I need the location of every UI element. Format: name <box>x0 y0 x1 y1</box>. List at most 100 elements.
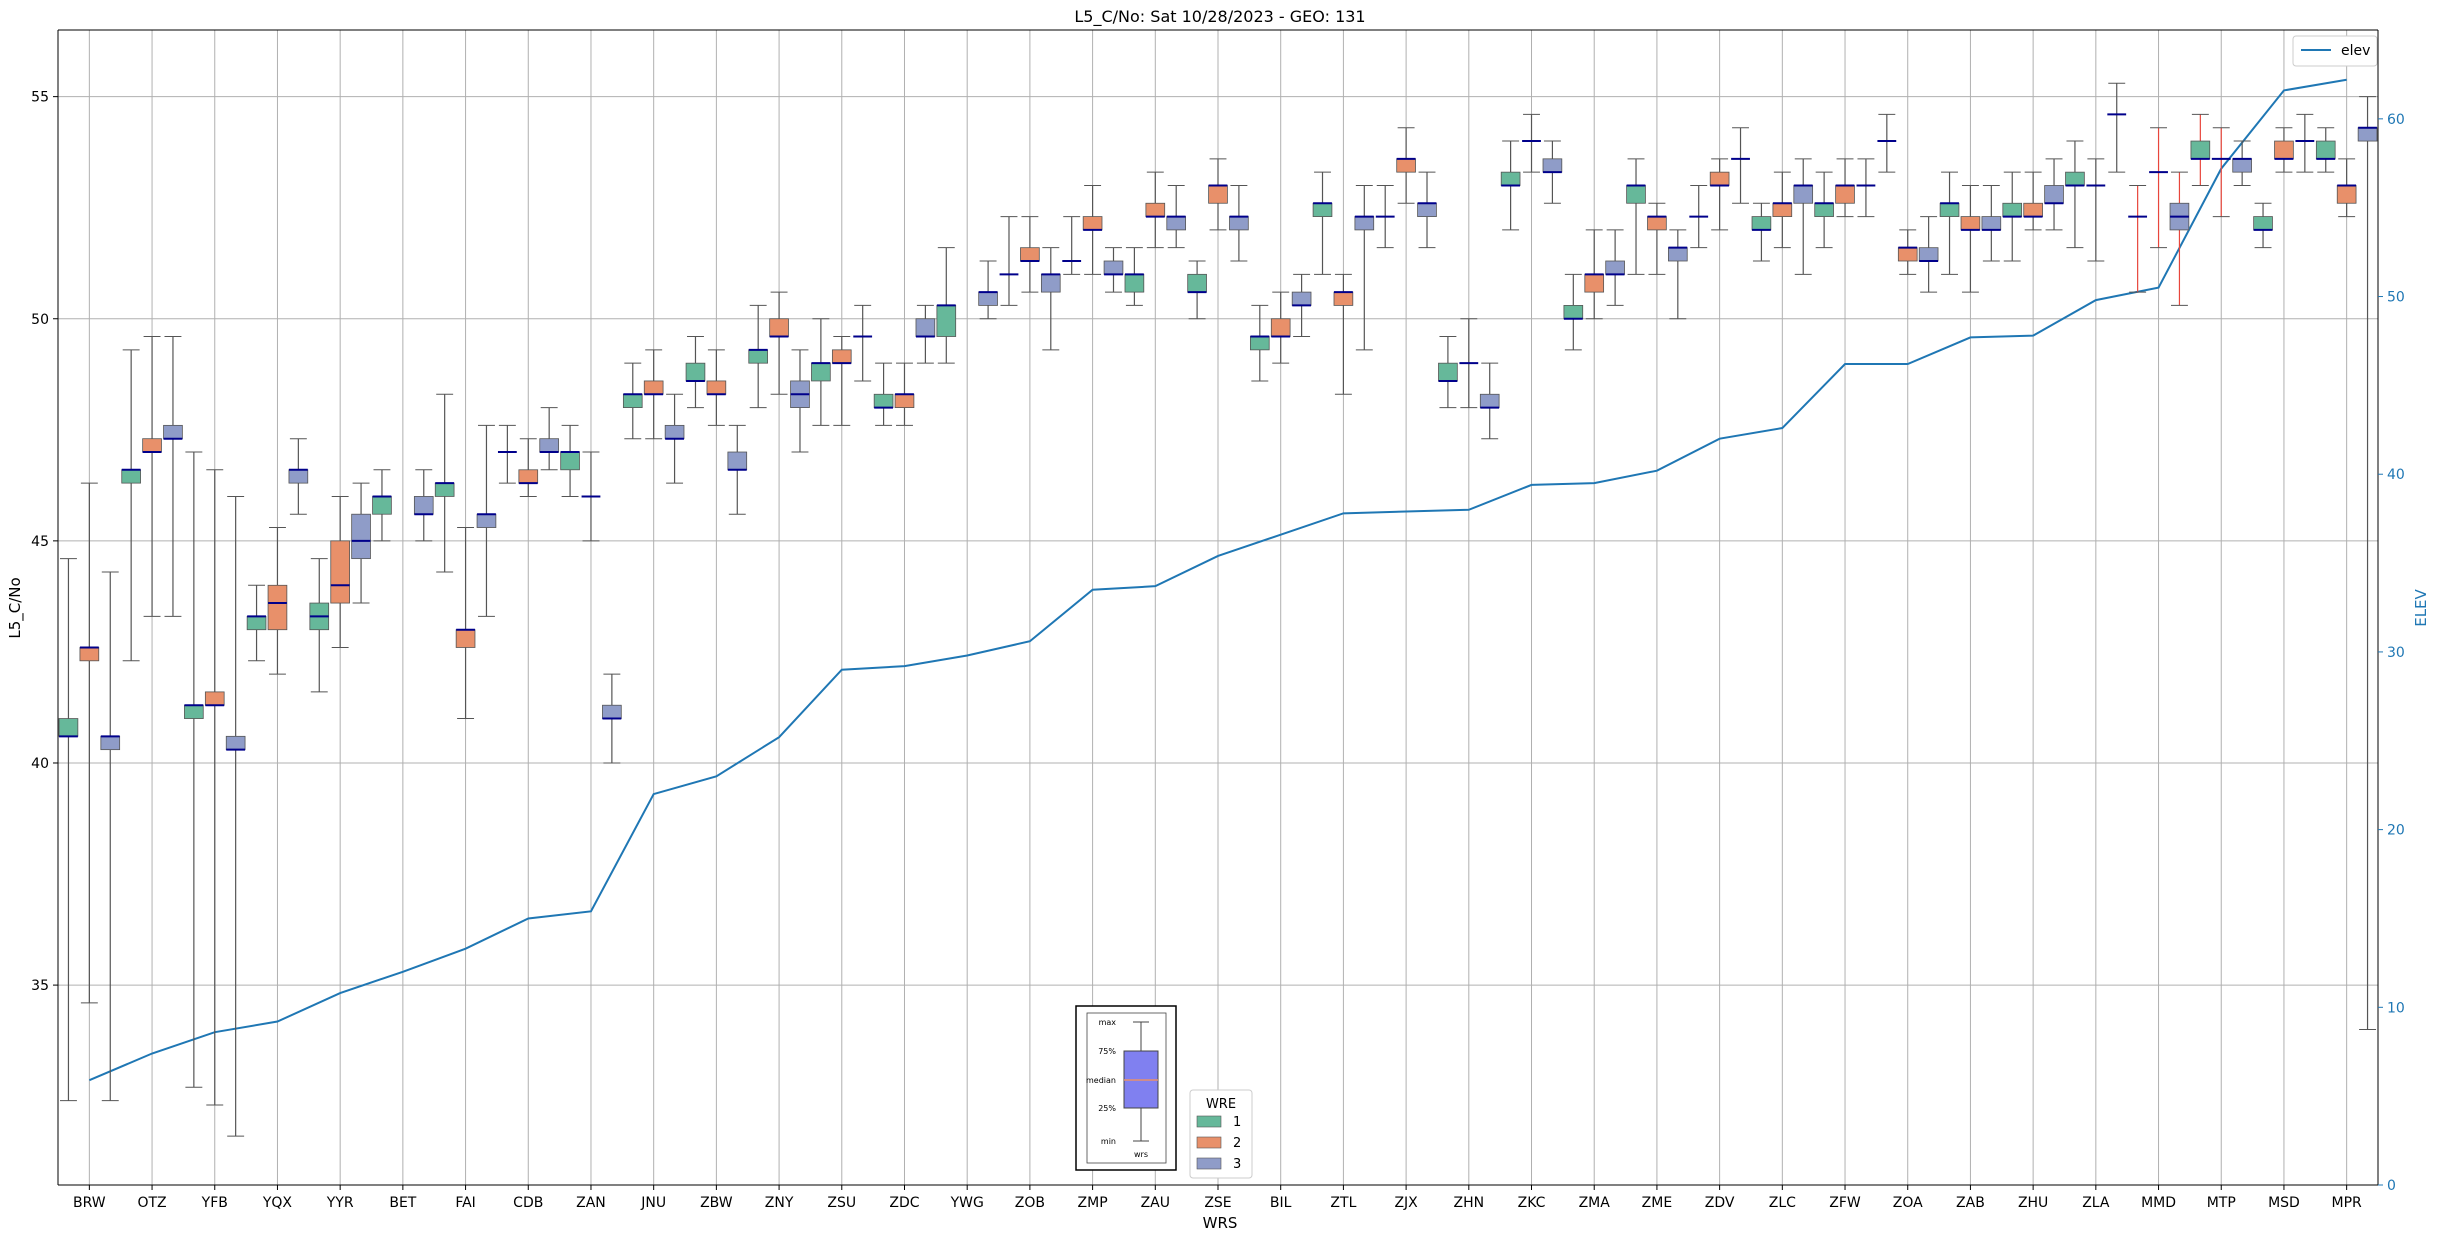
box-ZME-wre1 <box>1626 158 1646 275</box>
wre-legend-label-2: 2 <box>1233 1136 1241 1151</box>
iqr-box <box>1249 336 1270 351</box>
x-tick-label: ZKC <box>1518 1195 1546 1211</box>
box-ZAB-wre2 <box>1960 184 1981 293</box>
box-ZAB-wre3 <box>1981 184 2002 262</box>
x-tick-label: YFB <box>201 1195 228 1211</box>
x-tick-label: ZMA <box>1579 1195 1611 1211</box>
box-ZHN-wre2 <box>1459 318 1479 409</box>
x-tick-label: ZBW <box>700 1195 733 1211</box>
box-ZOA-wre2 <box>1897 229 1918 275</box>
x-tick-label: BIL <box>1270 1195 1292 1211</box>
iqr-box <box>246 615 267 631</box>
iqr-box <box>288 469 309 484</box>
iqr-box <box>1709 171 1730 186</box>
axes-layer: 35 40 45 50 55 0 10 20 30 40 50 60 BRW OTZ YFB YQX YYR BE… <box>31 29 2405 1211</box>
iqr-box <box>1145 202 1166 217</box>
box-ZTL-wre2 <box>1333 273 1354 395</box>
iqr-box <box>706 380 727 395</box>
x-tick-label: JNU <box>640 1195 666 1211</box>
box-ZMP-wre2 <box>1082 184 1103 275</box>
x-tick-label: ZLC <box>1769 1195 1796 1211</box>
box-BIL-wre3 <box>1291 273 1312 338</box>
iqr-box <box>2044 185 2064 204</box>
wre-legend-swatch-3 <box>1196 1157 1222 1170</box>
box-BIL-wre1 <box>1249 304 1270 382</box>
box-ZHN-wre1 <box>1438 336 1458 409</box>
box-OTZ-wre2 <box>142 336 162 617</box>
iqr-box <box>1103 260 1124 275</box>
box-ZKC-wre3 <box>1542 140 1563 204</box>
box-ZLC-wre3 <box>1793 158 1814 275</box>
iqr-box <box>602 704 622 719</box>
box-ZLA-wre3 <box>2107 82 2127 173</box>
x-tick-label: ZSU <box>827 1195 856 1211</box>
box-ZDV-wre3 <box>1731 127 1750 204</box>
x-tick-label: YWG <box>950 1195 984 1211</box>
key-x-label: wrs <box>1134 1150 1148 1159</box>
box-YQX-wre3 <box>288 438 309 515</box>
box-ZAN-wre2 <box>581 451 601 542</box>
box-FAI-wre2 <box>455 527 476 720</box>
iqr-box <box>1981 216 2002 231</box>
iqr-box <box>622 393 643 408</box>
y-tick-label: 40 <box>31 756 49 772</box>
box-ZMA-wre1 <box>1563 273 1584 351</box>
x-tick-label: ZAU <box>1141 1195 1170 1211</box>
iqr-box <box>1082 216 1103 231</box>
iqr-box <box>2253 216 2273 231</box>
box-ZBW-wre3 <box>727 424 748 515</box>
iqr-box <box>1208 185 1228 204</box>
x-tick-label: BET <box>389 1195 416 1211</box>
iqr-box <box>894 393 915 408</box>
x-tick-label: ZMP <box>1078 1195 1108 1211</box>
iqr-box <box>1166 216 1187 231</box>
iqr-box <box>2232 158 2252 173</box>
elev-legend-label: elev <box>2341 43 2370 59</box>
x-tick-label: YYR <box>326 1195 354 1211</box>
iqr-box <box>163 424 183 440</box>
box-YYR-wre3 <box>351 482 371 604</box>
iqr-box <box>2190 140 2211 160</box>
box-ZME-wre3 <box>1668 229 1688 320</box>
x-tick-label: ZLA <box>2082 1195 2110 1211</box>
box-ZSU-wre3 <box>853 304 873 382</box>
box-BRW-wre3 <box>100 571 121 1102</box>
box-ZOB-wre2 <box>1020 216 1040 293</box>
box-ZBW-wre2 <box>706 349 727 426</box>
box-ZHU-wre3 <box>2044 158 2064 231</box>
elev-legend: elev <box>2292 35 2378 67</box>
iqr-box <box>1291 291 1312 306</box>
iqr-box <box>2274 140 2294 160</box>
iqr-box <box>372 496 392 515</box>
box-ZDV-wre1 <box>1689 184 1709 249</box>
box-CDB-wre3 <box>539 407 559 471</box>
y2-tick-label: 20 <box>2387 823 2405 839</box>
box-ZHU-wre1 <box>2002 171 2023 262</box>
wre-legend-label-1: 1 <box>1233 1115 1241 1130</box>
box-ZMP-wre1 <box>1062 216 1082 275</box>
iqr-box <box>1814 202 1834 217</box>
x-tick-label: ZDC <box>889 1195 919 1211</box>
iqr-box <box>79 647 100 662</box>
box-ZJX-wre2 <box>1396 127 1416 204</box>
x-tick-label: BRW <box>73 1195 106 1211</box>
box-BRW-wre1 <box>58 558 79 1102</box>
iqr-box <box>1229 216 1249 231</box>
iqr-box <box>1647 216 1667 231</box>
iqr-box <box>1479 393 1500 408</box>
iqr-box <box>1668 247 1688 262</box>
box-MPR-wre1 <box>2315 127 2336 173</box>
box-MMD-wre1 <box>2128 184 2148 293</box>
box-ZTL-wre3 <box>1354 184 1375 351</box>
box-JNU-wre2 <box>643 349 664 440</box>
iqr-box <box>1020 247 1040 262</box>
box-MPR-wre2 <box>2336 158 2357 218</box>
iqr-box <box>936 305 957 337</box>
iqr-box <box>1542 158 1563 173</box>
iqr-box <box>267 584 288 631</box>
box-ZMA-wre2 <box>1584 229 1605 320</box>
y2-tick-label: 10 <box>2387 1000 2405 1016</box>
x-tick-label: ZFW <box>1829 1195 1861 1211</box>
iqr-box <box>1626 185 1646 204</box>
